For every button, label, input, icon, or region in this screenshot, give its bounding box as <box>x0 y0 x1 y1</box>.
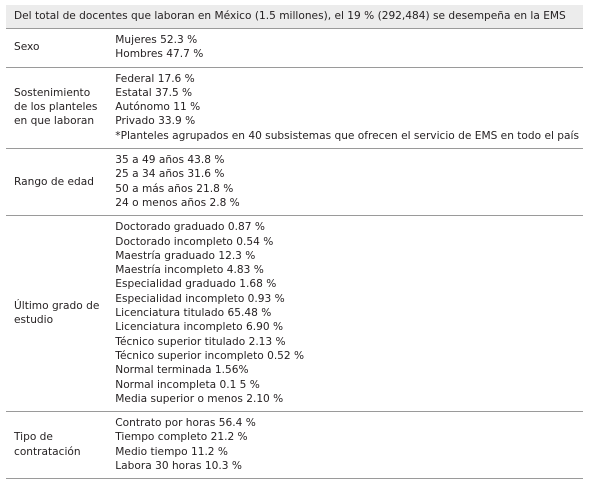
row-items: 35 a 49 años 43.8 % 25 a 34 años 31.6 % 50… <box>107 148 583 217</box>
item: Media superior o menos 2.10 % <box>115 392 284 405</box>
row-label: Tipo de contratación <box>6 411 108 479</box>
item: Normal terminada 1.56% <box>115 364 249 377</box>
table-row: Rango de edad 35 a 49 años 43.8 % 25 a 34 … <box>6 148 583 217</box>
item: Tiempo completo 21.2 % <box>115 431 248 444</box>
row-label: Rango de edad <box>6 148 108 217</box>
item: 24 o menos años 2.8 % <box>115 196 240 209</box>
table-row: Sostenimiento de los planteles en que la… <box>6 67 583 150</box>
table-container: Del total de docentes que laboran en Méx… <box>6 5 583 479</box>
row-items: Mujeres 52.3 % Hombres 47.7 % <box>107 28 583 68</box>
table: Del total de docentes que laboran en Méx… <box>6 5 583 479</box>
row-items: Federal 17.6 % Estatal 37.5 % Autónomo 11 … <box>107 67 583 150</box>
row-label: Último grado de estudio <box>6 215 108 413</box>
item: Labora 30 horas 10.3 % <box>115 460 242 473</box>
header-title: Del total de docentes que laboran en Méx… <box>6 5 583 29</box>
item: Licenciatura incompleto 6.90 % <box>115 321 284 334</box>
item: Técnico superior incompleto 0.52 % <box>115 349 305 362</box>
item: Especialidad incompleto 0.93 % <box>115 292 285 305</box>
item: Técnico superior titulado 2.13 % <box>115 335 286 348</box>
item: Mujeres 52.3 % <box>115 34 198 46</box>
item: Estatal 37.5 % <box>115 86 193 99</box>
table-body: Sexo Mujeres 52.3 % Hombres 47.7 % Sostenim… <box>6 28 583 479</box>
item: Maestría graduado 12.3 % <box>115 249 256 262</box>
item: Especialidad graduado 1.68 % <box>115 278 277 291</box>
item: 35 a 49 años 43.8 % <box>115 154 225 167</box>
row-items: Contrato por horas 56.4 % Tiempo completo… <box>107 411 583 479</box>
item: Privado 33.9 % <box>115 115 196 128</box>
item: Hombres 47.7 % <box>115 48 204 61</box>
item: Contrato por horas 56.4 % <box>115 417 256 430</box>
item: 50 a más años 21.8 % <box>115 182 234 195</box>
item: Licenciatura titulado 65.48 % <box>115 307 272 320</box>
item: Medio tiempo 11.2 % <box>115 445 228 458</box>
item: Doctorado graduado 0.87 % <box>115 221 265 234</box>
item: Autónomo 11 % <box>115 101 201 114</box>
table-row: Sexo Mujeres 52.3 % Hombres 47.7 % <box>6 28 583 68</box>
row-label: Sostenimiento de los planteles en que la… <box>6 67 108 150</box>
row-label: Sexo <box>6 28 108 68</box>
item: Maestría incompleto 4.83 % <box>115 264 264 277</box>
item: 25 a 34 años 31.6 % <box>115 168 225 181</box>
item: Doctorado incompleto 0.54 % <box>115 235 274 248</box>
item: Normal incompleta 0.1 5 % <box>115 378 260 391</box>
table-row: Tipo de contratación Contrato por horas 5… <box>6 411 583 479</box>
item: *Planteles agrupados en 40 subsistemas q… <box>115 129 579 142</box>
header-row: Del total de docentes que laboran en Méx… <box>6 5 583 29</box>
item: Federal 17.6 % <box>115 72 195 85</box>
row-items: Doctorado graduado 0.87 % Doctorado incom… <box>107 215 583 413</box>
table-row: Último grado de estudio Doctorado graduad… <box>6 215 583 413</box>
